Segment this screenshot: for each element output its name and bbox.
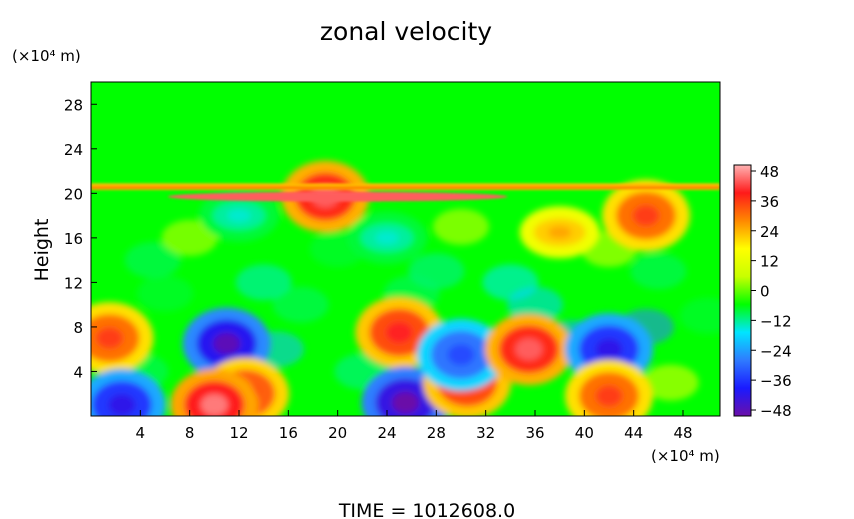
colorbar-gradient: [733, 164, 752, 417]
texture-patch: [679, 297, 720, 334]
x-axis-unit: (×10⁴ m): [651, 447, 720, 465]
feature-core: [632, 204, 660, 227]
x-axis: 4 8 12 16 20 24 28 32 36 40 44 48: [136, 410, 693, 442]
feature-core: [547, 226, 572, 239]
x-tick-label: 12: [229, 424, 248, 442]
x-tick-label: 28: [427, 424, 446, 442]
y-axis-label: Height: [31, 219, 53, 282]
x-tick-label: 4: [136, 424, 146, 442]
colorbar: 48 36 24 12 0 −12 −24 −36 −48: [733, 163, 792, 420]
colorbar-tick-label: −48: [760, 402, 792, 420]
feature-core: [213, 332, 241, 355]
texture-patch: [433, 208, 489, 245]
x-tick-label: 48: [673, 424, 692, 442]
feature-core: [392, 391, 419, 414]
feature-core: [515, 338, 543, 361]
x-tick-label: 24: [377, 424, 396, 442]
x-tick-label: 44: [624, 424, 643, 442]
y-tick-label: 28: [64, 96, 83, 114]
colorbar-tick-label: 12: [760, 253, 779, 271]
band-jet: [167, 191, 508, 202]
colorbar-tick-label: 0: [760, 283, 770, 301]
feature-core: [595, 385, 623, 407]
time-label: TIME = 1012608.0: [338, 500, 515, 519]
x-tick-label: 16: [279, 424, 298, 442]
y-tick-label: 12: [64, 274, 83, 292]
x-tick-label: 32: [476, 424, 495, 442]
y-tick-label: 4: [73, 363, 83, 381]
feature-core: [595, 338, 623, 361]
y-tick-label: 24: [64, 141, 83, 159]
colorbar-tick-label: 24: [760, 223, 779, 241]
y-tick-label: 16: [64, 230, 83, 248]
texture-patch: [235, 264, 292, 301]
texture-patch: [630, 253, 687, 290]
feature-core: [200, 394, 228, 416]
feature-core: [227, 209, 251, 222]
texture-patch: [137, 275, 193, 312]
x-tick-label: 8: [185, 424, 195, 442]
colorbar-tick-label: 48: [760, 163, 779, 181]
x-tick-label: 36: [525, 424, 544, 442]
texture-patch: [124, 242, 181, 279]
feature-core: [375, 231, 399, 245]
y-axis: 4 8 12 16 20 24 28: [64, 96, 97, 381]
feature-core: [96, 327, 123, 349]
y-tick-label: 8: [73, 319, 83, 337]
y-axis-unit: (×10⁴ m): [12, 47, 81, 65]
colorbar-tick-label: −36: [760, 372, 792, 390]
feature-core: [385, 321, 413, 344]
texture-patch: [642, 364, 699, 401]
x-tick-label: 20: [328, 424, 347, 442]
colorbar-tick-label: −24: [760, 342, 792, 360]
band-core: [91, 186, 720, 189]
feature-core: [447, 343, 475, 366]
texture-patch: [507, 286, 563, 323]
heatmap-field: [91, 82, 720, 416]
texture-patch: [161, 219, 218, 256]
feature-core: [108, 394, 136, 416]
colorbar-tick-label: 36: [760, 193, 779, 211]
chart-title: zonal velocity: [320, 17, 492, 46]
colorbar-tick-label: −12: [760, 312, 792, 330]
texture-patch: [272, 286, 329, 323]
plot-frame: [90, 81, 721, 417]
y-tick-label: 20: [64, 185, 83, 203]
x-tick-label: 40: [575, 424, 594, 442]
